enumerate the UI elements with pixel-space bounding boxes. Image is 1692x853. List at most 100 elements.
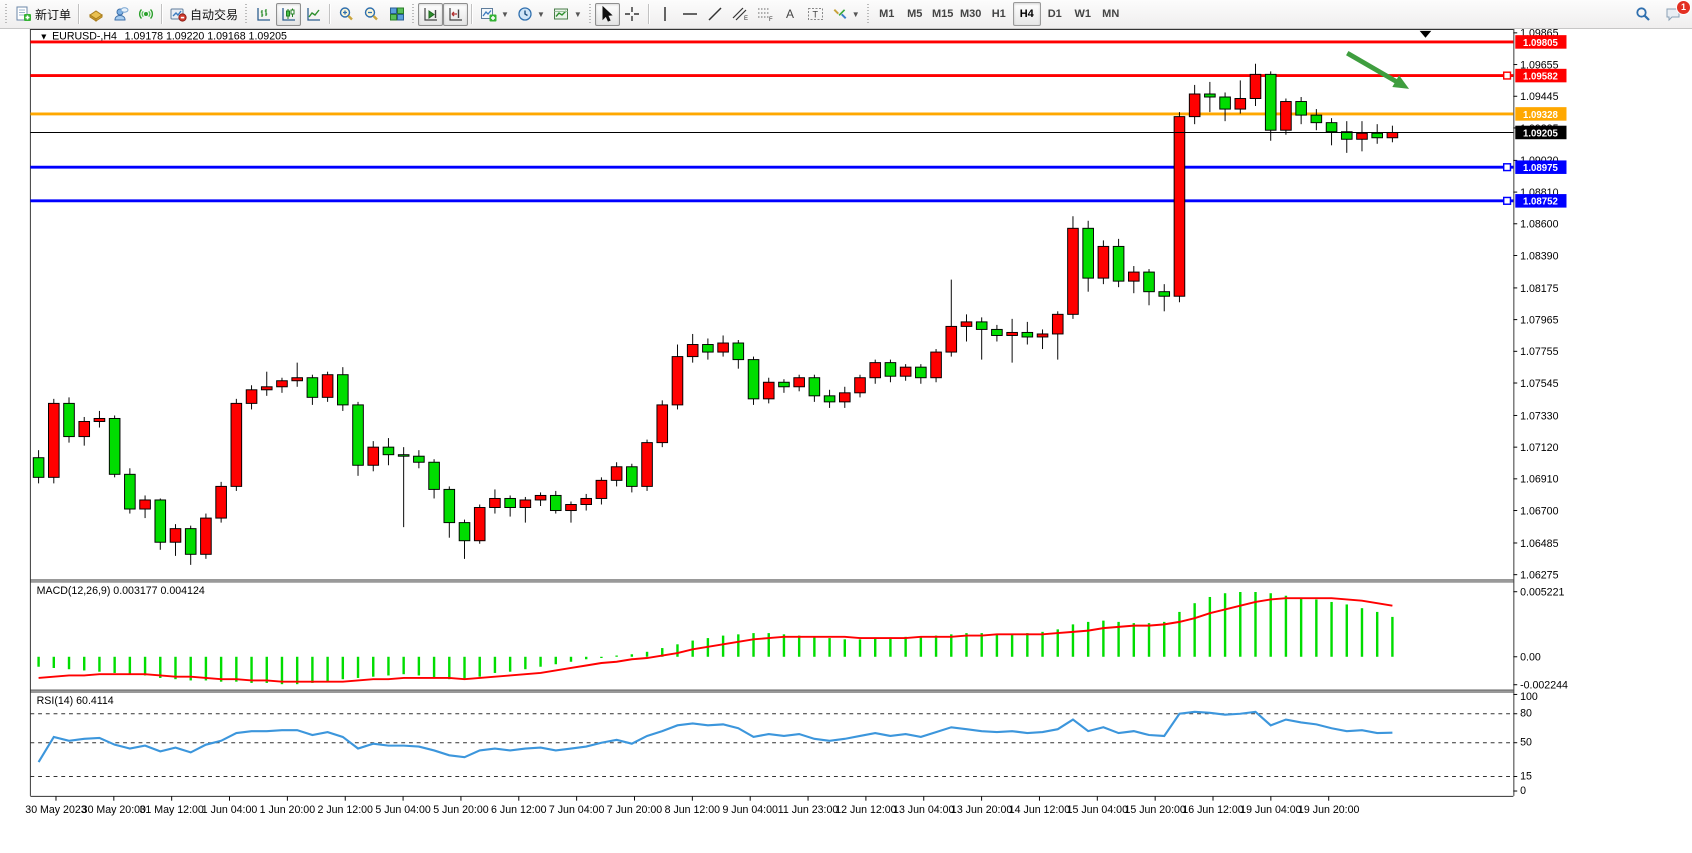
- candle-body: [915, 366, 927, 379]
- price-axis[interactable]: 1.098651.096551.094451.092351.090201.088…: [1513, 28, 1568, 797]
- crosshair-tool-button[interactable]: [620, 3, 645, 26]
- arrows-tool-button[interactable]: ▼: [828, 3, 864, 26]
- autoscroll-button[interactable]: [418, 2, 444, 26]
- fibonacci-tool-button[interactable]: F: [753, 3, 778, 26]
- price-line-badge-label: 1.09805: [1523, 38, 1558, 49]
- candle-chart-button[interactable]: [276, 2, 302, 26]
- timeframe-button-MN[interactable]: MN: [1102, 8, 1120, 20]
- timeframe-button-W1[interactable]: W1: [1074, 8, 1091, 20]
- candle-body: [1264, 73, 1277, 131]
- timeframe-button-H1[interactable]: H1: [991, 8, 1006, 20]
- hline-handle[interactable]: [1502, 196, 1512, 205]
- candle-body: [1280, 101, 1292, 131]
- line-chart-button[interactable]: [301, 3, 326, 26]
- hline-icon: [682, 6, 698, 22]
- timeframe-button-H4[interactable]: H4: [1012, 2, 1041, 26]
- chart-shift-marker[interactable]: [1419, 30, 1432, 38]
- zoom-in-button[interactable]: [334, 3, 359, 26]
- trend-arrow-shaft[interactable]: [1346, 51, 1402, 87]
- price-tick-label: 1.06700: [1520, 505, 1558, 517]
- candle-body: [108, 417, 121, 475]
- candle-body: [63, 402, 75, 438]
- price-line-badge-label: 1.09582: [1523, 71, 1558, 82]
- auto-trading-button[interactable]: 自动交易: [166, 3, 242, 26]
- timeframe-button-D1[interactable]: D1: [1047, 8, 1062, 20]
- candle-body: [808, 377, 821, 397]
- candle-body: [321, 374, 334, 398]
- channel-tool-button[interactable]: E: [728, 3, 753, 26]
- date-label: 30 May 20:00: [82, 804, 146, 816]
- hline-tool-button[interactable]: [678, 3, 703, 26]
- gold-box-button[interactable]: [83, 3, 108, 26]
- cursor-icon: [600, 6, 614, 22]
- price-line-badge: [1515, 160, 1567, 174]
- chart-shift-button[interactable]: [443, 2, 469, 26]
- candle-body: [717, 342, 729, 353]
- text-tool-button[interactable]: A: [778, 3, 803, 26]
- candle-body: [838, 392, 851, 403]
- candle-body: [899, 366, 912, 377]
- indicators-button[interactable]: ▼: [476, 3, 513, 26]
- label-tool-button[interactable]: T: [803, 3, 828, 26]
- cursor-tool-button[interactable]: [594, 2, 620, 26]
- cloud-user-button[interactable]: [108, 3, 133, 26]
- zoom-out-button[interactable]: [359, 3, 384, 26]
- chart-window[interactable]: 1.098651.096551.094451.092351.090201.088…: [0, 28, 1692, 848]
- candle-body: [230, 402, 243, 487]
- candle-body: [534, 494, 547, 501]
- title-collapse-icon[interactable]: ▼: [40, 32, 49, 42]
- indicators-icon: [480, 6, 497, 22]
- price-tick-label: 1.07755: [1520, 346, 1558, 358]
- candle-body: [747, 359, 760, 400]
- sonar-button[interactable]: [133, 3, 158, 26]
- timeframe-button-M30[interactable]: M30: [960, 8, 982, 20]
- trend-arrow-head[interactable]: [1392, 75, 1410, 89]
- macd-axis-label: 0.00: [1520, 652, 1541, 664]
- periods-button[interactable]: ▼: [513, 3, 549, 26]
- search-button[interactable]: [1630, 3, 1655, 26]
- chart-static-layer: [28, 29, 1664, 820]
- text-icon: A: [783, 6, 797, 22]
- price-tick-label: 1.07545: [1520, 378, 1558, 390]
- date-label: 19 Jun 20:00: [1298, 804, 1359, 816]
- macd-pane[interactable]: [37, 591, 1394, 685]
- candle-body: [78, 421, 91, 438]
- templates-button[interactable]: ▼: [549, 3, 586, 26]
- main-price-pane[interactable]: [30, 30, 1514, 565]
- candle-body: [32, 457, 45, 478]
- price-tick-label: 1.06275: [1520, 570, 1558, 582]
- candle-body: [245, 389, 258, 404]
- rsi-axis-label: 15: [1520, 770, 1532, 782]
- chart-canvas[interactable]: 1.098651.096551.094451.092351.090201.088…: [0, 28, 1692, 848]
- tile-windows-button[interactable]: [384, 3, 409, 26]
- new-order-button[interactable]: 新订单: [11, 3, 75, 26]
- candle-body: [945, 325, 958, 353]
- templates-icon: [553, 6, 570, 22]
- date-label: 15 Jun 04:00: [1067, 804, 1128, 816]
- macd-label: MACD(12,26,9) 0.003177 0.004124: [37, 585, 205, 597]
- candle-body: [1006, 331, 1018, 336]
- candle-body: [1325, 122, 1338, 133]
- vline-tool-button[interactable]: [653, 3, 678, 26]
- candle-body: [671, 356, 684, 406]
- hline-handle[interactable]: [1502, 71, 1512, 80]
- candle-body: [260, 386, 273, 391]
- timeframe-button-M1[interactable]: M1: [879, 8, 895, 20]
- chat-button[interactable]: 1: [1661, 0, 1691, 26]
- timeframe-button-M15[interactable]: M15: [932, 8, 954, 20]
- trendline-tool-button[interactable]: [703, 3, 728, 26]
- price-tick-label: 1.07330: [1520, 410, 1558, 422]
- rsi-pane[interactable]: [30, 710, 1514, 778]
- toolbar-grip[interactable]: [4, 4, 9, 24]
- timeframe-button-M5[interactable]: M5: [907, 8, 923, 20]
- candle-body: [1036, 333, 1049, 338]
- hline-handle[interactable]: [1502, 163, 1512, 172]
- bar-chart-button[interactable]: [251, 3, 276, 26]
- date-label: 16 Jun 12:00: [1182, 804, 1243, 816]
- chart-shift-icon: [448, 6, 464, 22]
- candle-body: [169, 528, 182, 543]
- date-label: 14 Jun 12:00: [1009, 804, 1070, 816]
- candle-body: [1386, 131, 1399, 139]
- svg-text:E: E: [744, 16, 748, 22]
